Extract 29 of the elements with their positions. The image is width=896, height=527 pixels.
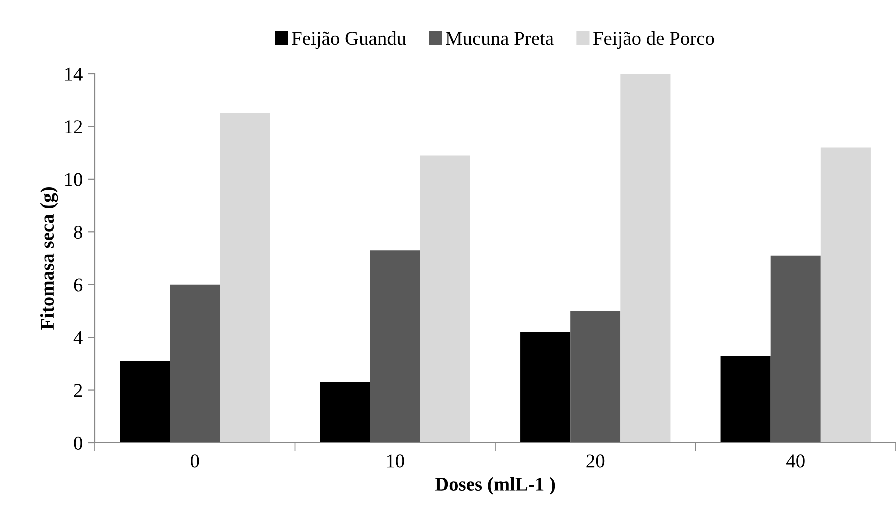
- bar: [820, 148, 871, 443]
- y-tick-label: 14: [65, 68, 83, 81]
- bar: [720, 356, 771, 443]
- bar: [320, 382, 370, 443]
- bar: [120, 361, 170, 443]
- bar: [220, 114, 270, 443]
- bar: [620, 74, 671, 443]
- bar: [770, 256, 821, 443]
- legend-label: Feijão Guandu: [292, 31, 406, 50]
- bar: [420, 156, 470, 443]
- bar: [370, 250, 420, 443]
- legend-label: Mucuna Preta: [446, 32, 554, 46]
- y-tick-label: 10: [65, 173, 82, 186]
- legend-label: Feijão de Porco: [593, 31, 714, 50]
- bar: [170, 284, 220, 443]
- x-tick-label: 0: [191, 454, 200, 468]
- y-tick-label: 8: [74, 226, 82, 240]
- y-tick-label: 2: [74, 384, 82, 398]
- y-tick-label: 0: [74, 436, 82, 450]
- bar: [520, 332, 571, 443]
- x-axis-title: Doses (mlL-1 ): [435, 477, 556, 495]
- x-tick-label: 20: [586, 454, 605, 468]
- y-tick-label: 6: [74, 278, 83, 292]
- x-tick-label: 40: [786, 454, 805, 468]
- y-tick-label: 4: [74, 332, 83, 344]
- x-tick-label: 10: [387, 454, 404, 468]
- y-axis-title: Fitomasa seca (g): [40, 188, 58, 330]
- bar: [570, 311, 621, 443]
- y-tick-label: 12: [65, 120, 82, 134]
